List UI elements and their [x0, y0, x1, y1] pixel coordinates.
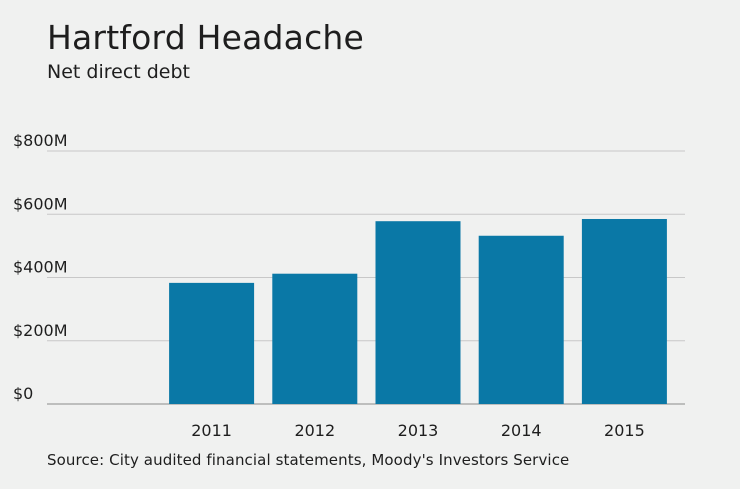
y-tick-label: $600M — [13, 194, 68, 213]
x-tick-label: 2014 — [501, 421, 542, 440]
y-axis-labels: $0 $200M $400M $600M $800M — [13, 131, 68, 403]
x-tick-label: 2011 — [191, 421, 232, 440]
chart-title: Hartford Headache — [47, 18, 365, 57]
x-tick-label: 2015 — [604, 421, 645, 440]
gridlines — [47, 150, 685, 405]
bar-2011 — [169, 282, 255, 404]
x-tick-label: 2013 — [398, 421, 439, 440]
x-tick-label: 2012 — [294, 421, 335, 440]
bar-2013 — [375, 221, 461, 404]
chart-subtitle: Net direct debt — [47, 61, 191, 83]
y-tick-label: $0 — [13, 384, 33, 403]
bar-2014 — [478, 235, 564, 404]
bars — [169, 218, 667, 404]
source-note: Source: City audited financial statement… — [47, 451, 570, 469]
x-axis-labels: 2011 2012 2013 2014 2015 — [191, 421, 645, 440]
y-tick-label: $400M — [13, 258, 68, 277]
y-tick-label: $800M — [13, 131, 68, 150]
bar-2015 — [581, 218, 667, 404]
bar-2012 — [272, 273, 358, 404]
y-tick-label: $200M — [13, 321, 68, 340]
